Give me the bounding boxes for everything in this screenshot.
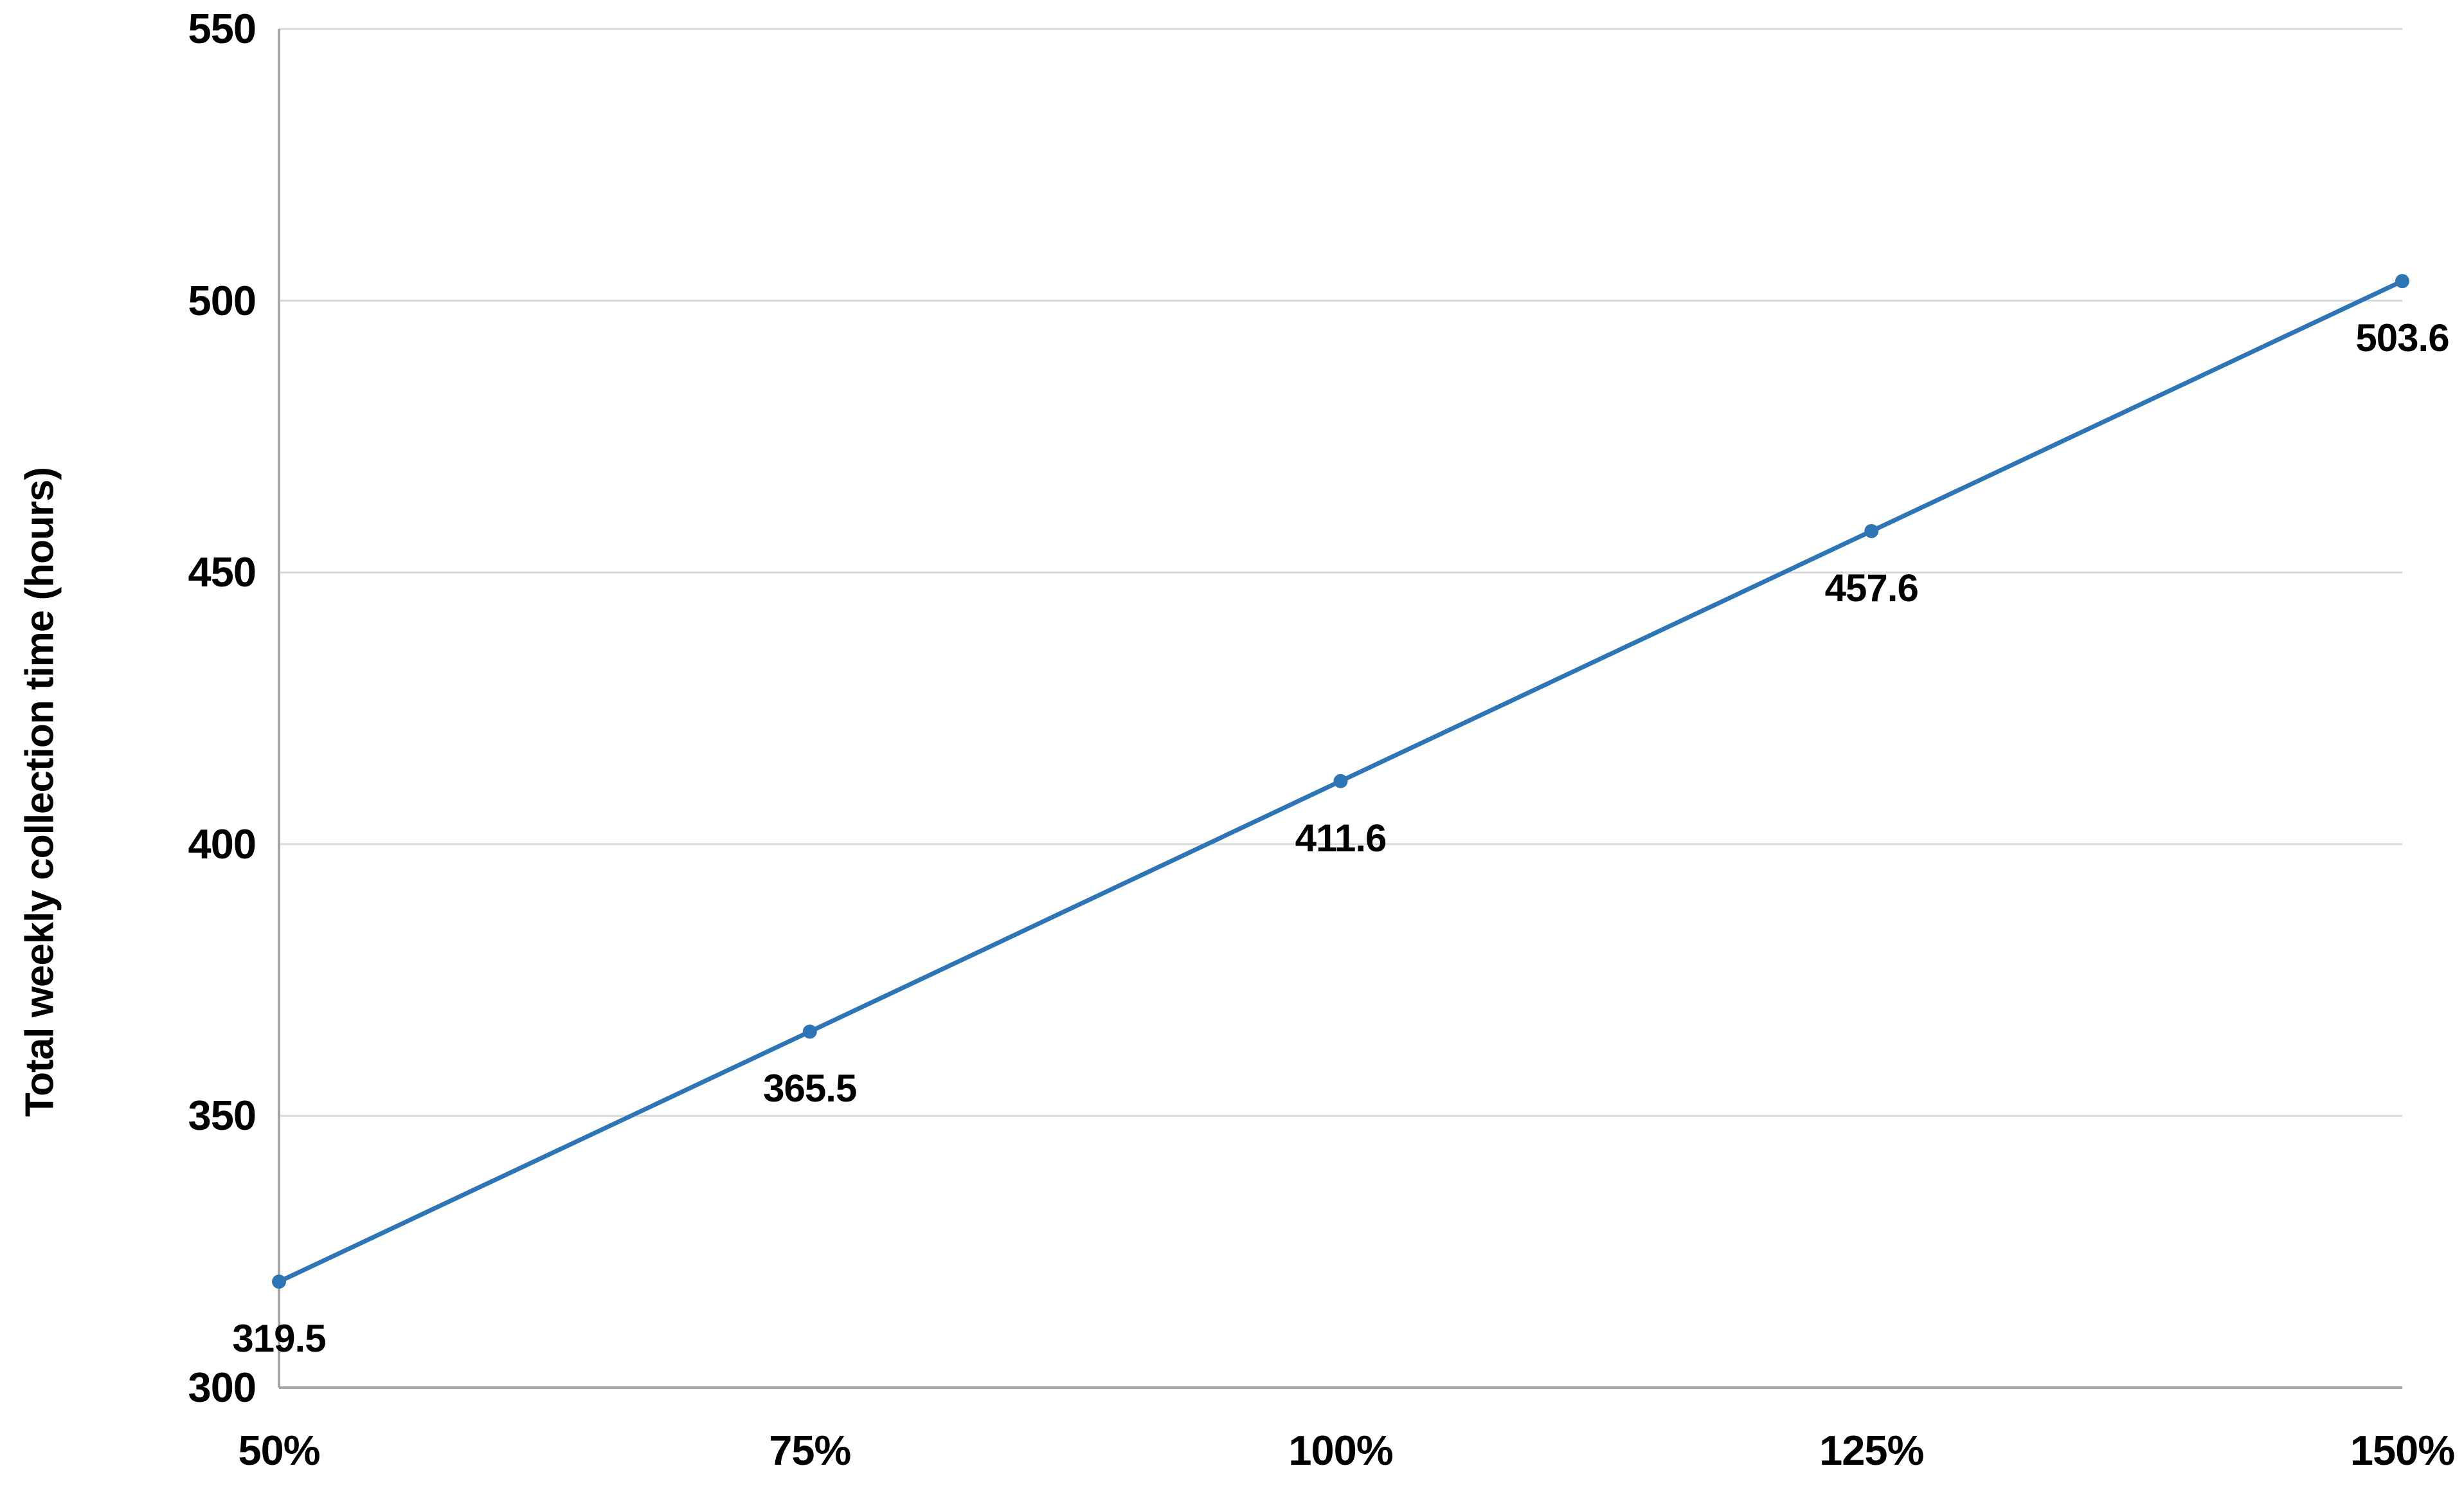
- x-tick-label: 100%: [1288, 1427, 1393, 1474]
- y-tick-label: 450: [188, 548, 256, 596]
- data-label: 365.5: [763, 1067, 857, 1110]
- y-tick-label: 550: [188, 5, 256, 52]
- data-label: 457.6: [1824, 566, 1919, 610]
- x-tick-label: 125%: [1819, 1427, 1924, 1474]
- x-tick-label: 150%: [2350, 1427, 2455, 1474]
- x-tick-label: 50%: [238, 1427, 320, 1474]
- data-point-marker: [272, 1274, 286, 1289]
- data-label: 411.6: [1295, 816, 1387, 860]
- y-tick-label: 300: [188, 1364, 256, 1411]
- y-tick-label: 500: [188, 276, 256, 324]
- data-point-marker: [1864, 523, 1879, 538]
- data-point-marker: [2395, 274, 2409, 289]
- y-tick-label: 350: [188, 1092, 256, 1139]
- data-point-marker: [802, 1024, 817, 1039]
- data-label: 503.6: [2355, 316, 2449, 360]
- data-label: 319.5: [232, 1317, 326, 1361]
- data-point-marker: [1333, 774, 1348, 788]
- y-tick-label: 400: [188, 820, 256, 867]
- x-tick-label: 75%: [769, 1427, 851, 1474]
